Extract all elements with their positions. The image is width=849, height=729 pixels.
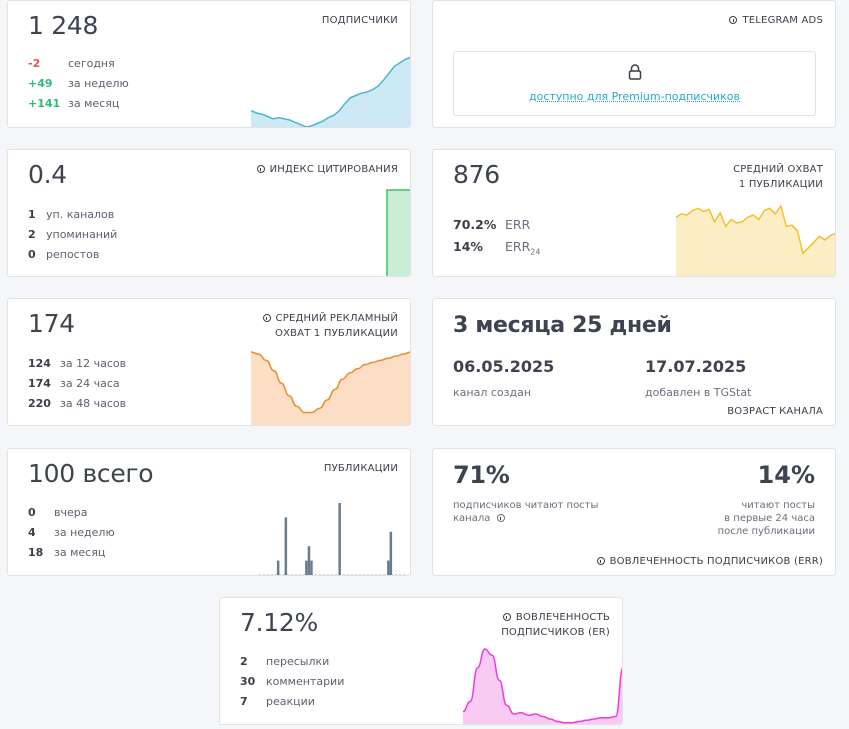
posts-bar — [338, 503, 341, 575]
info-icon — [262, 314, 271, 322]
posts-bar — [389, 531, 393, 575]
telegram-ads-card: TELEGRAM ADS доступно для Premium-подпис… — [432, 0, 836, 128]
err24-row: 14% ERR24 — [453, 239, 541, 257]
citation-chart — [386, 189, 410, 276]
stat-row-forwards: 2 пересылки — [240, 655, 330, 668]
citation-area — [387, 190, 410, 276]
posts-bar — [305, 560, 308, 575]
chart-reach-line — [676, 204, 835, 255]
posts-bar — [310, 560, 313, 575]
er-stats: 2 пересылки 30 комментарии 7 реакции — [240, 652, 344, 712]
ad-reach-chart — [251, 351, 410, 425]
subscribers-card: 1 248 ПОДПИСЧИКИ -2 сегодня +49 за неделю … — [7, 0, 411, 128]
err-engagement-label: ВОВЛЕЧЕННОСТЬ ПОДПИСЧИКОВ (ERR) — [596, 556, 823, 567]
er-chart — [463, 648, 622, 724]
added-label: добавлен в TGStat — [645, 386, 752, 399]
reach-err-stats: 70.2% ERR 14% ERR24 — [453, 214, 540, 258]
posts-bar — [307, 546, 311, 575]
chart-er-area — [463, 649, 622, 724]
premium-lock-box[interactable]: доступно для Premium-подписчиков — [453, 51, 816, 116]
subscribers-chart — [251, 56, 410, 127]
stat-row-reposts: 0 репостов — [28, 248, 100, 261]
ad-reach-label: СРЕДНИЙ РЕКЛАМНЫЙ ОХВАТ 1 ПУБЛИКАЦИИ — [262, 311, 398, 341]
chart-subs-line — [251, 56, 410, 127]
er-label: ВОВЛЕЧЕННОСТЬ ПОДПИСЧИКОВ (ER) — [501, 612, 610, 638]
posts-label: ПУБЛИКАЦИИ — [323, 463, 398, 474]
stat-row-channels: 1 уп. каналов — [28, 208, 115, 221]
er-value: 7.12% — [240, 608, 318, 637]
posts-bar — [387, 560, 390, 575]
ad-reach-card: 174 СРЕДНИЙ РЕКЛАМНЫЙ ОХВАТ 1 ПУБЛИКАЦИИ … — [7, 298, 411, 426]
created-date: 06.05.2025 — [453, 357, 555, 376]
err24-percent: 14% — [757, 461, 815, 489]
posts-bar — [276, 560, 280, 575]
info-icon — [502, 613, 511, 621]
stat-row-week: +49 за неделю — [28, 77, 129, 90]
citation-stats: 1 уп. каналов 2 упоминаний 0 репостов — [28, 205, 117, 265]
added-date: 17.07.2025 — [645, 357, 747, 376]
er-engagement-card: 7.12% ВОВЛЕЧЕННОСТЬ ПОДПИСЧИКОВ (ER) 2 пер… — [219, 597, 623, 725]
err-row: 70.2% ERR — [453, 217, 531, 232]
stat-row-12h: 124 за 12 часов — [28, 357, 127, 370]
created-label: канал создан — [453, 386, 532, 399]
stat-row-reactions: 7 реакции — [240, 695, 315, 708]
average-reach: 876 — [453, 160, 500, 189]
channel-age-card: 3 месяца 25 дней 06.05.2025 канал создан… — [432, 298, 836, 426]
ad-reach-value: 174 — [28, 309, 75, 338]
err-engagement-card: 71% подписчиков читают посты канала 14% … — [432, 448, 836, 576]
err24-text: читают посты в первые 24 часа после публ… — [717, 500, 815, 537]
stat-row-week: 4 за неделю — [28, 526, 115, 539]
citation-label: ИНДЕКС ЦИТИРОВАНИЯ — [256, 162, 398, 177]
subscribers-count: 1 248 — [28, 11, 99, 40]
premium-link[interactable]: доступно для Premium-подписчиков — [529, 90, 740, 103]
added-block: 17.07.2025 добавлен в TGStat — [645, 357, 751, 399]
channel-age-value: 3 месяца 25 дней — [453, 313, 672, 338]
channel-age-label: ВОЗРАСТ КАНАЛА — [727, 406, 823, 417]
stat-row-month: 18 за месяц — [28, 546, 106, 559]
citation-card: 0.4 ИНДЕКС ЦИТИРОВАНИЯ 1 уп. каналов 2 упо… — [7, 149, 411, 277]
stat-row-month: +141 за месяц — [28, 97, 120, 110]
stat-row-48h: 220 за 48 часов — [28, 397, 127, 410]
chart-reach-area — [676, 206, 835, 276]
stat-row-24h: 174 за 24 часа — [28, 377, 120, 390]
posts-total: 100 всего — [28, 459, 154, 488]
created-block: 06.05.2025 канал создан — [453, 357, 554, 399]
stat-row-today: -2 сегодня — [28, 57, 115, 70]
lock-icon — [628, 64, 642, 80]
posts-stats: 0 вчера 4 за неделю 18 за месяц — [28, 503, 115, 563]
err-readers-text: подписчиков читают посты канала — [453, 500, 599, 524]
chart-er-line — [463, 648, 622, 724]
chart-adreach-area — [251, 352, 410, 425]
info-icon — [256, 165, 265, 173]
telegram-ads-label: TELEGRAM ADS — [729, 13, 823, 28]
subscribers-label: ПОДПИСЧИКИ — [321, 15, 398, 26]
info-icon — [596, 557, 605, 565]
reach-chart — [676, 204, 835, 276]
stat-row-comments: 30 комментарии — [240, 675, 345, 688]
err-readers-percent: 71% — [453, 461, 510, 489]
chart-adreach-line — [251, 351, 410, 414]
posts-bar — [284, 517, 288, 575]
info-icon — [729, 16, 738, 24]
reach-label: СРЕДНИЙ ОХВАТ 1 ПУБЛИКАЦИИ — [733, 164, 823, 190]
posts-card: 100 всего ПУБЛИКАЦИИ 0 вчера 4 за неделю 1… — [7, 448, 411, 576]
ad-reach-stats: 124 за 12 часов 174 за 24 часа 220 за 48 ча… — [28, 354, 126, 414]
citation-line — [386, 189, 410, 276]
citation-index: 0.4 — [28, 160, 67, 189]
subscribers-stats: -2 сегодня +49 за неделю +141 за месяц — [28, 54, 129, 114]
stat-row-mentions: 2 упоминаний — [28, 228, 118, 241]
reach-card: 876 СРЕДНИЙ ОХВАТ 1 ПУБЛИКАЦИИ 70.2% ERR 1… — [432, 149, 836, 277]
stat-row-yesterday: 0 вчера — [28, 506, 88, 519]
posts-chart — [259, 503, 407, 575]
help-icon[interactable] — [496, 514, 505, 522]
chart-subs-area — [251, 57, 410, 127]
